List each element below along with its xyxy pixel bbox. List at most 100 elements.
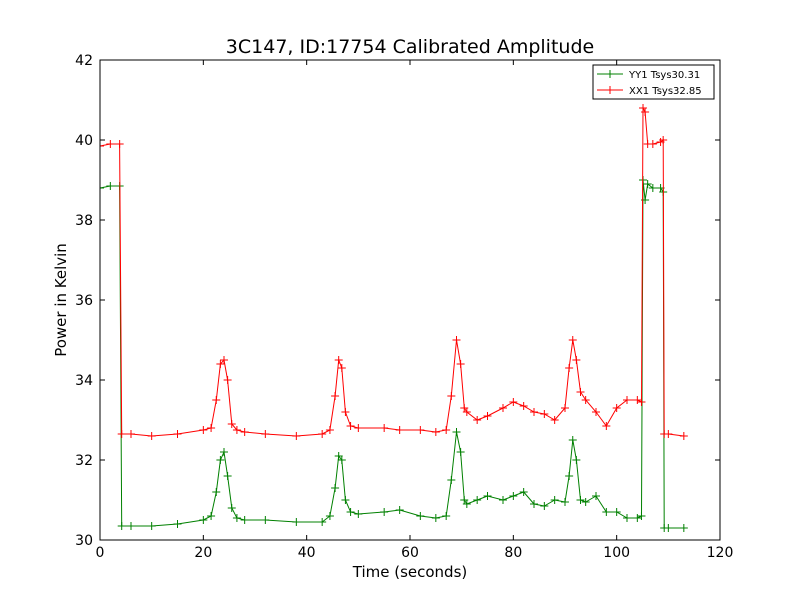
data-point-marker	[240, 516, 249, 524]
data-point-marker	[212, 488, 221, 496]
data-point-marker	[641, 108, 650, 116]
data-point-marker	[227, 504, 236, 512]
series-1	[100, 104, 688, 440]
data-point-marker	[232, 426, 241, 434]
data-point-marker	[483, 412, 492, 420]
data-point-marker	[199, 516, 208, 524]
data-point-marker	[216, 360, 225, 368]
data-point-marker	[380, 508, 389, 516]
data-point-marker	[462, 500, 471, 508]
data-point-marker	[447, 392, 456, 400]
y-tick-label: 30	[75, 533, 93, 549]
x-tick-label: 40	[298, 545, 316, 561]
data-point-marker	[612, 508, 621, 516]
x-tick-label: 20	[194, 545, 212, 561]
data-point-marker	[637, 398, 646, 406]
legend-label-xx1: XX1 Tsys32.85	[629, 86, 702, 97]
data-point-marker	[292, 432, 301, 440]
x-tick-label: 100	[603, 545, 630, 561]
x-tick-label: 60	[401, 545, 419, 561]
data-point-marker	[207, 512, 216, 520]
x-axis-label: Time (seconds)	[352, 563, 468, 581]
data-point-marker	[592, 408, 600, 416]
data-point-marker	[212, 396, 221, 404]
data-point-marker	[334, 356, 343, 364]
data-point-marker	[100, 184, 104, 192]
data-point-marker	[519, 402, 528, 410]
data-point-marker	[592, 492, 600, 500]
data-point-marker	[643, 180, 652, 188]
data-point-marker	[346, 508, 355, 516]
data-point-marker	[462, 408, 471, 416]
data-point-marker	[679, 524, 688, 532]
data-point-marker	[147, 432, 156, 440]
data-point-marker	[565, 472, 574, 480]
data-point-marker	[331, 484, 340, 492]
data-point-marker	[568, 436, 577, 444]
x-axis-ticks: 0 20 40 60 80 100 120	[96, 60, 734, 561]
data-point-marker	[581, 498, 590, 506]
data-point-marker	[561, 404, 569, 412]
chart-title: 3C147, ID:17754 Calibrated Amplitude	[226, 36, 594, 58]
data-point-marker	[442, 426, 451, 434]
y-axis-ticks: 30 32 34 36 38 40 42	[75, 53, 720, 549]
data-point-marker	[572, 356, 581, 364]
data-point-marker	[499, 404, 507, 412]
data-point-marker	[623, 514, 631, 522]
data-point-marker	[337, 456, 346, 464]
data-point-marker	[261, 430, 270, 438]
data-point-marker	[550, 416, 559, 424]
y-tick-label: 42	[75, 53, 93, 69]
data-point-marker	[106, 182, 115, 190]
data-point-marker	[147, 522, 156, 530]
data-point-marker	[550, 496, 559, 504]
data-point-marker	[416, 512, 425, 520]
y-tick-label: 32	[75, 453, 93, 469]
data-point-marker	[530, 408, 538, 416]
y-tick-label: 38	[75, 213, 93, 229]
data-point-marker	[431, 514, 440, 522]
data-point-marker	[473, 496, 482, 504]
data-point-marker	[292, 518, 301, 526]
data-point-marker	[612, 404, 621, 412]
data-point-marker	[261, 516, 270, 524]
data-point-marker	[223, 376, 232, 384]
data-point-marker	[173, 520, 182, 528]
data-point-marker	[395, 506, 404, 514]
data-point-marker	[127, 430, 135, 438]
data-point-marker	[337, 364, 346, 372]
data-point-marker	[318, 430, 327, 438]
data-point-marker	[664, 430, 673, 438]
data-point-marker	[240, 428, 249, 436]
data-point-marker	[223, 472, 232, 480]
data-point-marker	[106, 140, 115, 148]
data-point-marker	[659, 136, 668, 144]
x-tick-label: 120	[707, 545, 734, 561]
data-point-marker	[499, 496, 507, 504]
data-point-marker	[648, 184, 657, 192]
data-point-marker	[341, 496, 350, 504]
data-point-marker	[354, 424, 363, 432]
data-point-marker	[568, 336, 577, 344]
data-point-marker	[452, 336, 461, 344]
data-point-marker	[227, 420, 236, 428]
data-point-marker	[115, 140, 124, 148]
data-point-marker	[576, 496, 585, 504]
data-point-marker	[207, 424, 216, 432]
data-point-marker	[100, 142, 104, 150]
data-point-marker	[572, 456, 581, 464]
data-point-marker	[452, 428, 461, 436]
data-point-marker	[416, 426, 425, 434]
data-point-marker	[220, 448, 228, 456]
data-point-marker	[540, 410, 549, 418]
data-point-marker	[346, 422, 355, 430]
data-point-marker	[456, 448, 465, 456]
data-point-marker	[633, 514, 642, 522]
data-point-marker	[565, 364, 574, 372]
data-point-marker	[623, 396, 631, 404]
data-point-marker	[509, 398, 518, 406]
data-point-marker	[199, 426, 208, 434]
data-point-marker	[519, 488, 528, 496]
data-point-marker	[442, 512, 451, 520]
legend-label-yy1: YY1 Tsys30.31	[628, 70, 700, 81]
